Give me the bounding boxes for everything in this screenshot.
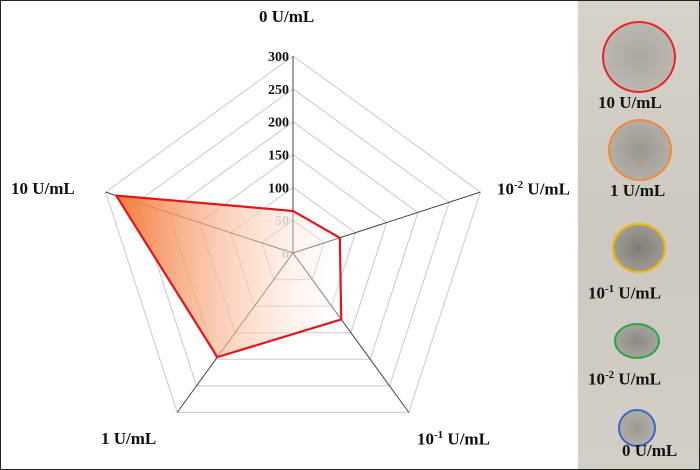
tick-label: 50 bbox=[275, 214, 289, 229]
spot-0 bbox=[618, 409, 656, 447]
grid-ring bbox=[167, 121, 419, 360]
spot-label-0: 0 U/mL bbox=[622, 441, 678, 460]
data-point bbox=[292, 209, 294, 212]
data-point bbox=[216, 356, 219, 359]
axis-label-1: 10-2 U/mL bbox=[497, 179, 570, 199]
spot-label-10: 10 U/mL bbox=[598, 93, 662, 112]
spot-label-0.01: 10-2 U/mL bbox=[588, 369, 661, 389]
series-area bbox=[116, 195, 342, 358]
axis-label-4: 10 U/mL bbox=[11, 179, 75, 198]
data-point bbox=[115, 194, 118, 197]
radar-chart: 0 50 100 150 200 250 300 bbox=[105, 50, 481, 413]
data-point bbox=[340, 318, 343, 321]
grid-ring bbox=[105, 55, 481, 413]
axis-label-2: 10-1 U/mL bbox=[417, 429, 490, 449]
photo-panel: 10 U/mL 1 U/mL 10-1 U/mL 10-2 U/mL 0 U/m… bbox=[578, 1, 699, 469]
axis-label-0: 0 U/mL bbox=[259, 7, 315, 26]
spot-0.01 bbox=[614, 323, 660, 359]
spot-0.1 bbox=[612, 223, 666, 273]
tick-label: 100 bbox=[268, 181, 289, 196]
data-point bbox=[338, 236, 341, 239]
grid-ring bbox=[136, 88, 450, 387]
tick-label: 150 bbox=[268, 149, 289, 164]
spot-label-0.1: 10-1 U/mL bbox=[588, 283, 661, 303]
spot-1 bbox=[608, 119, 672, 181]
spot-10 bbox=[602, 21, 676, 93]
axis-label-3: 1 U/mL bbox=[101, 429, 157, 448]
tick-label: 300 bbox=[268, 50, 289, 65]
series-line bbox=[115, 194, 343, 359]
spot-label-1: 1 U/mL bbox=[610, 181, 666, 200]
tick-label: 250 bbox=[268, 83, 289, 98]
tick-label: 200 bbox=[268, 116, 289, 131]
tick-label: 0 bbox=[282, 247, 289, 262]
